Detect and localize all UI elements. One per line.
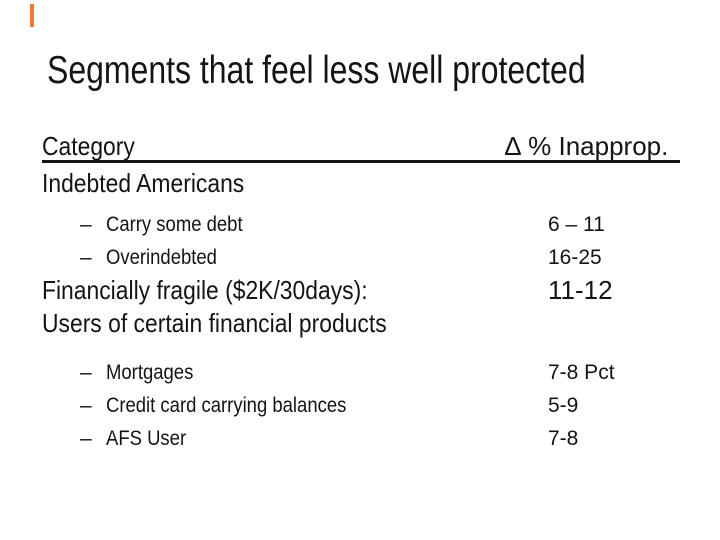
row-value: 11-12 xyxy=(548,275,613,305)
row-value: 7-8 xyxy=(548,427,579,450)
dash-bullet-marker: – xyxy=(80,213,92,236)
row-label: AFS User xyxy=(105,427,186,450)
column-header-delta-inapprop: ∆ % Inapprop. xyxy=(505,131,669,161)
table-row: – Indebted Americans xyxy=(42,167,680,200)
row-label: Carry some debt xyxy=(105,213,243,236)
column-header-category: Category xyxy=(42,131,135,161)
row-label: Users of certain financial products xyxy=(42,308,387,338)
row-value: 7-8 Pct xyxy=(548,361,615,384)
row-label: Financially fragile ($2K/30days): xyxy=(42,275,368,305)
row-label: Indebted Americans xyxy=(42,168,245,198)
accent-mark xyxy=(30,4,34,27)
row-value: 6 – 11 xyxy=(548,213,605,236)
row-value: 16-25 xyxy=(548,246,602,269)
row-label: Credit card carrying balances xyxy=(105,394,347,417)
table-row: – Carry some debt 6 – 11 xyxy=(42,208,680,241)
table-row: – Mortgages 7-8 Pct xyxy=(42,356,680,389)
table-row: – Financially fragile ($2K/30days): 11-1… xyxy=(42,274,680,307)
table-row: – Users of certain financial products xyxy=(42,307,680,340)
dash-bullet-marker: – xyxy=(80,246,92,269)
table-row: – AFS User 7-8 xyxy=(42,422,680,455)
dash-bullet-marker: – xyxy=(80,361,92,384)
table-row: – Credit card carrying balances 5-9 xyxy=(42,389,680,422)
row-value: 5-9 xyxy=(548,394,579,417)
table-header-row: Category ∆ % Inapprop. xyxy=(42,131,680,163)
dash-bullet-marker: – xyxy=(80,394,92,417)
table-row: – Overindebted 16-25 xyxy=(42,241,680,274)
row-label: Overindebted xyxy=(105,246,217,269)
row-label: Mortgages xyxy=(105,361,194,384)
table-body: – Indebted Americans – Carry some debt 6… xyxy=(42,167,680,455)
dash-bullet-marker: – xyxy=(80,427,92,450)
page-title: Segments that feel less well protected xyxy=(47,49,586,92)
segments-table: Category ∆ % Inapprop. – Indebted Americ… xyxy=(42,131,680,455)
